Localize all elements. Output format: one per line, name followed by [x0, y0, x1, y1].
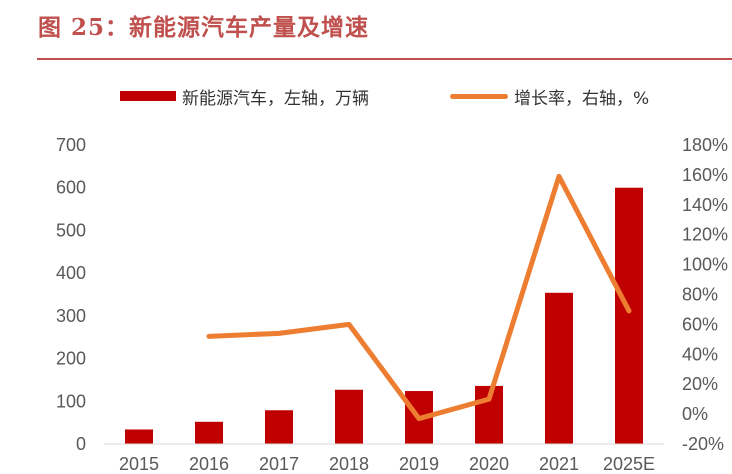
y-right-tick-label: 60% [682, 314, 718, 334]
legend-item-bars: 新能源汽车，左轴，万辆 [120, 84, 369, 109]
figure-title: 图 25：新能源汽车产量及增速 [38, 14, 370, 41]
y-right-tick-label: 20% [682, 374, 718, 394]
y-right-tick-label: -20% [682, 434, 724, 454]
y-right-tick-label: 100% [682, 255, 728, 275]
x-tick-label: 2019 [399, 454, 439, 474]
x-tick-label: 2018 [329, 454, 369, 474]
y-right-tick-label: 140% [682, 195, 728, 215]
y-left-tick-label: 300 [56, 306, 86, 326]
y-left-tick-label: 200 [56, 349, 86, 369]
y-right-tick-label: 160% [682, 165, 728, 185]
bar [195, 421, 223, 444]
x-tick-label: 2025E [603, 454, 655, 474]
chart-legend: 新能源汽车，左轴，万辆 增长率，右轴，% [0, 84, 732, 109]
y-left-tick-label: 700 [56, 135, 86, 155]
y-left-tick-label: 0 [76, 434, 86, 454]
title-divider [37, 58, 732, 60]
y-left-tick-label: 600 [56, 178, 86, 198]
legend-bar-swatch [120, 91, 176, 101]
y-right-tick-label: 0% [682, 404, 708, 424]
y-left-tick-label: 400 [56, 263, 86, 283]
y-left-tick-label: 500 [56, 220, 86, 240]
growth-line [206, 173, 632, 422]
bar [335, 389, 363, 444]
y-right-tick-label: 180% [682, 135, 728, 155]
bar [265, 410, 293, 444]
x-tick-label: 2016 [189, 454, 229, 474]
x-tick-label: 2015 [119, 454, 159, 474]
legend-line-label: 增长率，右轴，% [514, 88, 650, 109]
y-left-tick-label: 100 [56, 391, 86, 411]
bar [125, 429, 153, 444]
bar [615, 187, 643, 444]
legend-line-swatch [450, 93, 508, 99]
x-tick-label: 2021 [539, 454, 579, 474]
legend-item-line: 增长率，右轴，% [450, 84, 650, 109]
y-right-tick-label: 40% [682, 344, 718, 364]
bar [545, 292, 573, 444]
y-right-tick-label: 120% [682, 225, 728, 245]
x-tick-label: 2017 [259, 454, 299, 474]
y-right-tick-label: 80% [682, 285, 718, 305]
x-tick-label: 2020 [469, 454, 509, 474]
legend-bar-label: 新能源汽车，左轴，万辆 [182, 88, 369, 109]
